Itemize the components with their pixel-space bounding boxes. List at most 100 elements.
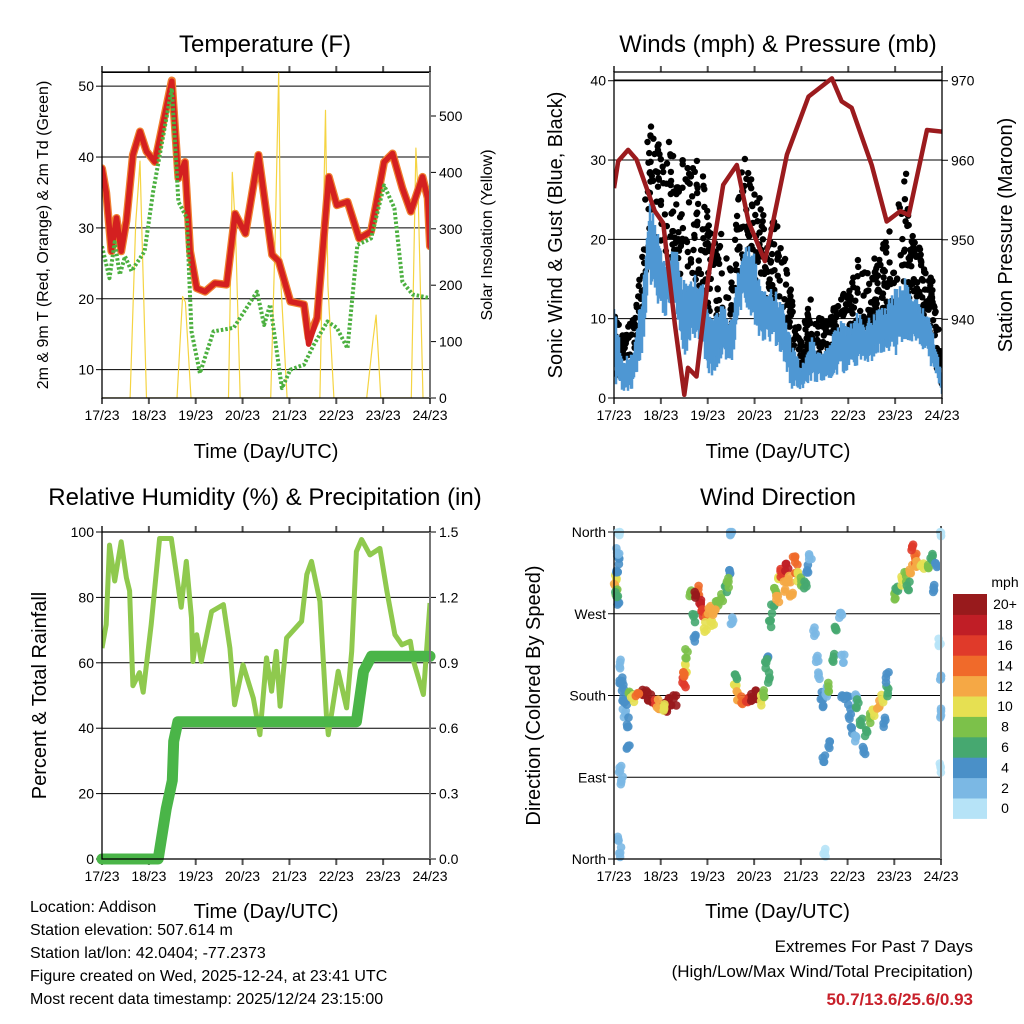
gust-point <box>741 155 749 163</box>
y-tick-label: 10 <box>590 311 606 327</box>
gust-point <box>635 282 642 290</box>
legend-label: 8 <box>1001 719 1009 735</box>
plot-area <box>614 76 942 398</box>
gust-point <box>660 180 667 187</box>
direction-point <box>616 843 626 852</box>
gust-point <box>899 235 906 243</box>
gust-point <box>832 307 839 314</box>
gust-point <box>745 233 753 240</box>
direction-point <box>902 581 912 590</box>
gust-point <box>871 269 878 276</box>
direction-point <box>780 587 789 596</box>
gust-point <box>823 318 830 325</box>
direction-point <box>844 692 854 701</box>
legend-label: 18 <box>997 617 1013 633</box>
gust-point <box>926 296 933 303</box>
gust-point <box>735 196 742 203</box>
y-right-tick-label: 960 <box>951 152 975 168</box>
x-tick-label: 19/23 <box>178 868 213 884</box>
gust-point <box>778 259 785 266</box>
gust-point <box>663 160 671 167</box>
direction-point <box>837 650 846 660</box>
y-tick-label: South <box>569 688 606 704</box>
gust-point <box>759 218 766 225</box>
direction-point <box>624 713 633 722</box>
gust-point <box>911 251 919 258</box>
x-tick-label: 24/23 <box>924 407 959 423</box>
gust-point <box>718 270 725 277</box>
direction-point <box>831 623 840 633</box>
y-right-tick-label: 100 <box>439 334 463 350</box>
gust-point <box>854 273 861 280</box>
gust-point <box>890 269 897 277</box>
gust-point <box>787 286 794 293</box>
gust-point <box>895 201 902 208</box>
gust-point <box>866 280 873 287</box>
gust-point <box>861 269 868 276</box>
direction-point <box>613 550 623 559</box>
direction-point <box>847 723 856 733</box>
legend-swatch <box>953 675 987 697</box>
gust-point <box>927 274 934 281</box>
gust-point <box>728 279 735 286</box>
gust-point <box>684 178 691 185</box>
gust-point <box>678 211 685 218</box>
gust-point <box>874 279 881 287</box>
gust-point <box>714 306 721 313</box>
x-tick-label: 24/23 <box>923 868 958 884</box>
gust-point <box>646 149 653 157</box>
gust-point <box>699 226 706 233</box>
y-right-tick-label: 950 <box>951 232 975 248</box>
gust-point <box>622 340 629 347</box>
gust-point <box>654 143 661 150</box>
direction-point <box>815 674 824 684</box>
gust-point <box>784 314 791 321</box>
gust-point <box>726 265 734 272</box>
direction-point <box>824 687 833 696</box>
gust-point <box>714 286 721 293</box>
gust-point <box>902 170 910 177</box>
gust-point <box>783 270 791 277</box>
gust-point <box>733 212 741 220</box>
gust-point <box>808 330 815 338</box>
gust-point <box>882 239 889 246</box>
direction-point <box>715 596 725 605</box>
gust-point <box>890 279 897 287</box>
gust-point <box>716 244 723 251</box>
gust-point <box>754 218 761 225</box>
direction-point <box>653 695 663 704</box>
x-tick-label: 19/23 <box>690 868 725 884</box>
x-tick-label: 21/23 <box>783 868 818 884</box>
speed-legend: mph 0 2 4 6 8 10 12 14 16 18 20+ <box>953 574 1019 819</box>
direction-point <box>682 653 691 663</box>
gust-point <box>649 177 657 185</box>
gust-point <box>665 138 673 146</box>
gust-point <box>715 296 723 304</box>
gust-point <box>636 276 643 283</box>
legend-label: 0 <box>1001 800 1009 816</box>
gust-point <box>623 331 630 339</box>
gust-point <box>667 190 674 198</box>
gust-point <box>764 268 771 275</box>
y-axis-label: Percent & Total Rainfall <box>29 592 51 800</box>
x-tick-label: 21/23 <box>272 407 307 423</box>
gust-point <box>854 289 861 296</box>
series-gust <box>614 123 942 387</box>
gust-point <box>656 151 663 158</box>
x-axis-label: Time (Day/UTC) <box>194 441 339 463</box>
gust-point <box>731 236 739 243</box>
legend-swatch <box>953 696 987 717</box>
y-tick-label: 60 <box>78 655 94 671</box>
legend-title: mph <box>991 574 1018 590</box>
gust-point <box>823 342 831 349</box>
direction-point <box>732 680 741 690</box>
series-relative-humidity <box>102 536 430 738</box>
direction-point <box>613 832 623 842</box>
direction-point <box>890 595 899 604</box>
direction-point <box>722 577 732 586</box>
gust-point <box>694 184 701 191</box>
x-tick-label: 19/23 <box>178 407 213 423</box>
gust-point <box>756 195 763 202</box>
legend-swatch <box>953 594 987 615</box>
gust-point <box>817 340 824 348</box>
